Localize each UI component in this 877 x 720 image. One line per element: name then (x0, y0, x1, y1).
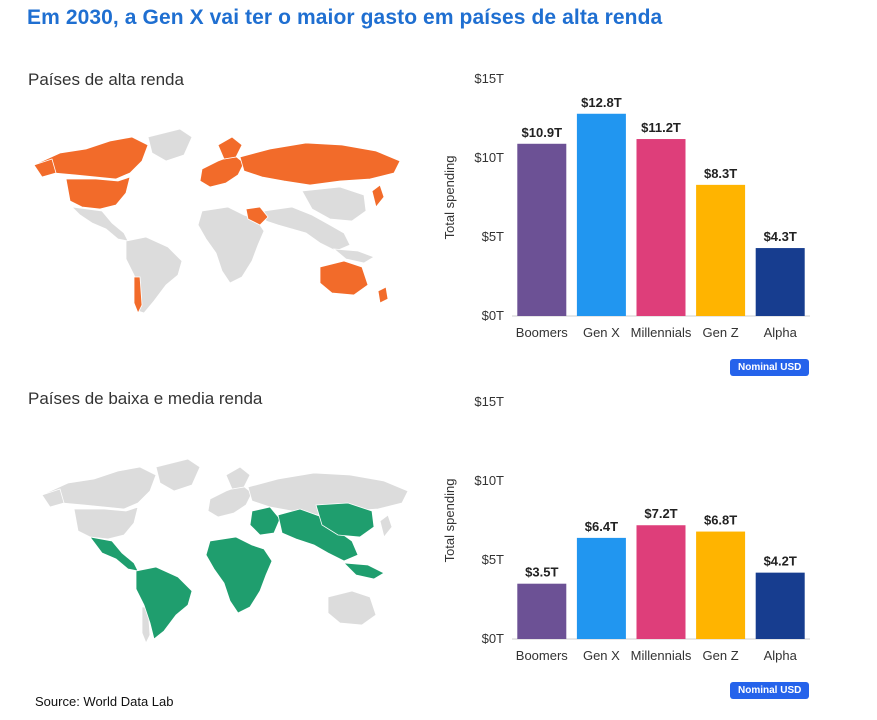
y-tick-label: $5T (482, 552, 504, 567)
map-middle-east (249, 506, 281, 536)
y-axis-title: Total spending (442, 479, 457, 563)
map-usa (65, 176, 131, 210)
map-russia (239, 142, 401, 186)
map-australia (327, 590, 377, 626)
map-scandinavia (225, 466, 251, 490)
x-tick-label: Boomers (516, 648, 569, 663)
bar-value-label: $4.2T (764, 554, 797, 569)
map-mexico (89, 536, 139, 572)
bar-value-label: $6.8T (704, 513, 737, 528)
map-alaska (41, 488, 65, 508)
bar-chart-svg-high-income: Total spending $0T $5T $10T $15T $10.9T Boomer… (442, 71, 810, 340)
y-tick-label: $10T (474, 473, 504, 488)
bar-boomers (517, 143, 567, 316)
map-china (315, 502, 375, 538)
x-tick-label: Gen X (583, 648, 620, 663)
bar-gen-x (576, 113, 626, 316)
y-tick-label: $0T (482, 308, 504, 323)
map-russia (247, 472, 409, 516)
map-australia (319, 260, 369, 296)
bar-alpha (755, 248, 805, 316)
chart-low-middle-income: Total spending $0T $5T $10T $15T $3.5T Boomers… (430, 385, 877, 715)
chart-high-income: Total spending $0T $5T $10T $15T $10.9T Boomer… (430, 62, 877, 392)
map-europe (199, 154, 245, 188)
world-map-low-middle-income (41, 458, 409, 644)
map-se-asia (332, 248, 375, 264)
map-south-america (135, 566, 193, 640)
bar-boomers (517, 583, 567, 639)
map-alaska (33, 158, 57, 178)
map-japan (371, 184, 385, 208)
map-base-countries (41, 458, 409, 644)
world-map-high-income (33, 128, 401, 314)
map-africa (197, 206, 265, 284)
x-tick-label: Gen X (583, 325, 620, 340)
map-mexico (70, 206, 129, 242)
bar-value-label: $4.3T (764, 229, 797, 244)
bar-millennials (636, 525, 686, 639)
bar-value-label: $11.2T (641, 120, 681, 135)
bar-value-label: $3.5T (525, 565, 558, 580)
bar-gen-z (696, 531, 746, 639)
map-greenland (147, 128, 193, 162)
x-tick-label: Alpha (764, 325, 798, 340)
y-tick-label: $5T (482, 229, 504, 244)
x-tick-label: Millennials (631, 648, 692, 663)
y-tick-label: $15T (474, 71, 504, 86)
map-africa (205, 536, 273, 614)
bar-value-label: $7.2T (644, 506, 677, 521)
map-canada (45, 466, 157, 510)
section-label-high-income: Países de alta renda (28, 70, 184, 89)
bar-alpha (755, 572, 805, 639)
map-chile (133, 276, 143, 314)
page-title: Em 2030, a Gen X vai ter o maior gasto e… (27, 6, 663, 29)
map-usa (73, 506, 139, 540)
section-label-low-middle-income: Países de baixa e media renda (28, 389, 263, 408)
map-new-zealand (377, 286, 389, 304)
bar-gen-z (696, 184, 746, 316)
bar-chart-svg-low-middle-income: Total spending $0T $5T $10T $15T $3.5T Boomers… (442, 394, 810, 663)
y-tick-label: $0T (482, 631, 504, 646)
map-japan (379, 514, 393, 538)
map-gulf (245, 206, 269, 226)
bar-value-label: $12.8T (581, 95, 622, 110)
x-tick-label: Boomers (516, 325, 569, 340)
map-highlighted-countries (89, 502, 385, 640)
y-axis-title: Total spending (442, 156, 457, 240)
bar-millennials (636, 139, 686, 316)
map-china (301, 186, 367, 222)
map-scandinavia (217, 136, 243, 160)
y-tick-label: $10T (474, 150, 504, 165)
map-europe (207, 484, 253, 518)
x-tick-label: Gen Z (703, 648, 739, 663)
map-asia-south (277, 508, 359, 562)
y-tick-label: $15T (474, 394, 504, 409)
nominal-usd-badge: Nominal USD (730, 359, 810, 376)
x-tick-label: Alpha (764, 648, 798, 663)
bar-value-label: $8.3T (704, 166, 737, 181)
source-note: Source: World Data Lab (35, 694, 174, 709)
map-base-countries (70, 128, 375, 314)
map-greenland (155, 458, 201, 492)
map-se-asia (342, 562, 385, 580)
x-tick-label: Gen Z (703, 325, 739, 340)
map-highlighted-countries (33, 136, 401, 314)
bar-value-label: $10.9T (522, 125, 563, 140)
nominal-usd-badge: Nominal USD (730, 682, 810, 699)
x-tick-label: Millennials (631, 325, 692, 340)
map-canada (37, 136, 149, 180)
bar-value-label: $6.4T (585, 519, 618, 534)
bar-gen-x (576, 537, 626, 639)
